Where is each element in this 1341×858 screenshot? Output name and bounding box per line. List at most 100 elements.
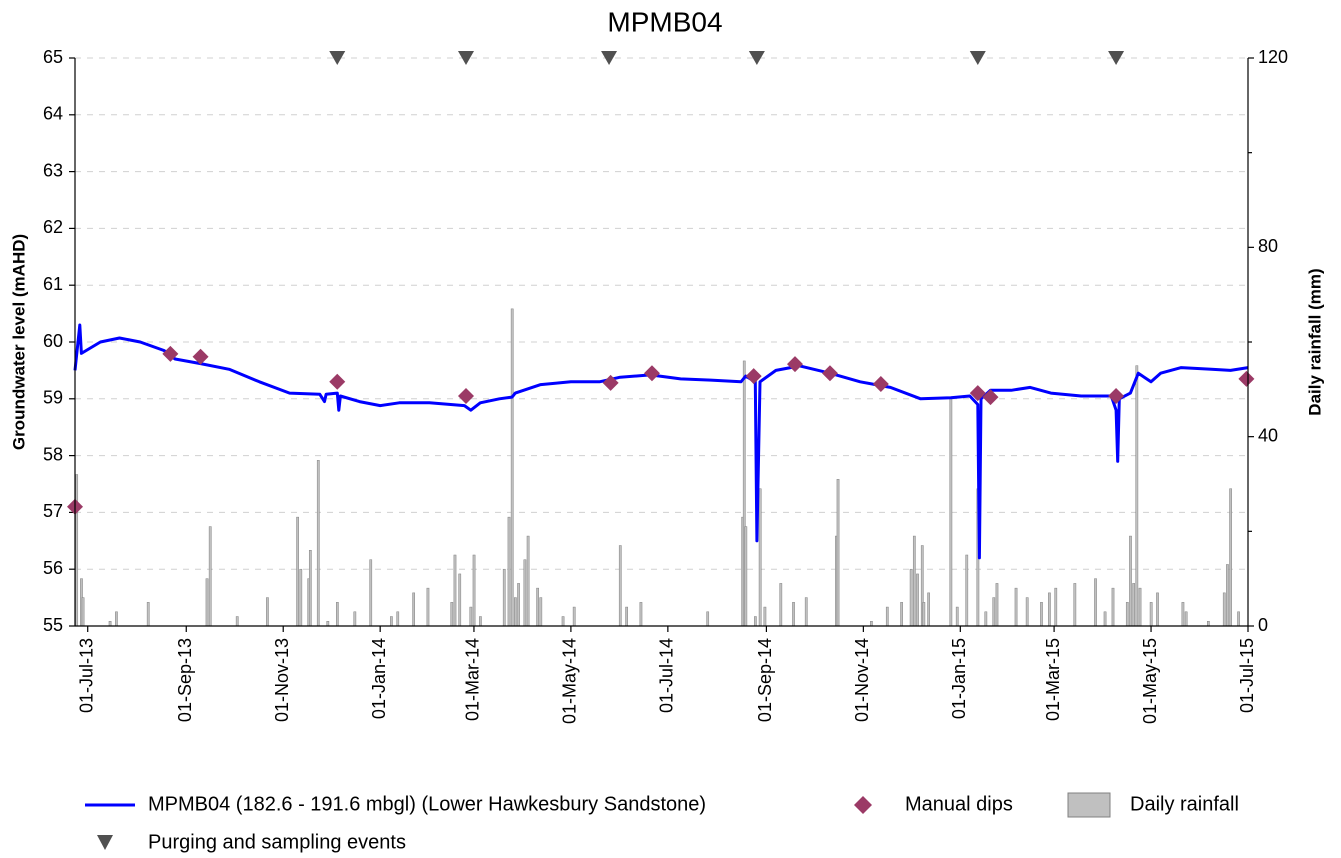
x-tick-label: 01-Jan-14	[369, 638, 389, 719]
x-tick-label: 01-Nov-13	[272, 638, 292, 722]
rain-bar	[396, 611, 400, 627]
rain-bar	[1156, 592, 1159, 627]
x-tick-label: 01-Jul-14	[657, 638, 677, 713]
rain-bar	[517, 583, 520, 627]
rain-bar	[479, 616, 482, 627]
rain-bar	[1229, 488, 1232, 627]
legend-label: Manual dips	[905, 793, 1013, 815]
rain-bar	[523, 559, 527, 627]
manual-dip	[1238, 370, 1255, 387]
rain-bar	[1132, 583, 1136, 627]
event-marker	[969, 51, 986, 65]
rain-bar	[450, 602, 454, 627]
x-tick-label: 01-May-14	[560, 638, 580, 724]
legend-triangle	[97, 835, 113, 850]
rain-bar	[1237, 611, 1240, 627]
rain-bar	[507, 516, 511, 627]
rain-bar	[299, 568, 303, 627]
manual-dip	[602, 374, 619, 391]
rain-bar	[426, 587, 430, 627]
rain-bar	[922, 602, 926, 627]
legend-label: MPMB04 (182.6 - 191.6 mbgl) (Lower Hawke…	[148, 793, 706, 815]
rain-bar	[909, 568, 913, 627]
rain-bar	[965, 554, 969, 627]
rain-bar	[1014, 587, 1018, 627]
y2-tick-label: 120	[1258, 47, 1288, 67]
rain-bar	[115, 611, 118, 627]
rain-bar	[326, 621, 330, 627]
rain-bar	[572, 606, 576, 627]
rain-bar	[536, 587, 539, 627]
manual-dip	[969, 385, 986, 402]
manual-dip	[821, 365, 838, 382]
rain-bar	[744, 526, 748, 627]
rain-bar	[75, 474, 79, 627]
x-tick-label: 01-Mar-15	[1043, 638, 1063, 721]
x-tick-label: 01-Jan-15	[949, 638, 969, 719]
event-marker	[1108, 51, 1125, 65]
x-tick-label: 01-Nov-14	[852, 638, 872, 722]
rain-bar	[1226, 564, 1229, 627]
rain-bar	[955, 606, 959, 627]
rain-bar	[1181, 602, 1185, 627]
manual-dip	[192, 348, 209, 365]
event-marker	[748, 51, 765, 65]
rain-bar	[412, 592, 415, 627]
rain-bar	[208, 526, 212, 627]
rain-bar	[390, 616, 393, 627]
rain-bar	[1103, 611, 1107, 627]
rain-bar	[758, 488, 762, 627]
rain-bar	[618, 545, 622, 627]
y2-axis-label: Daily rainfall (mm)	[1305, 268, 1324, 415]
manual-dip	[643, 365, 660, 382]
y-tick-label: 62	[43, 217, 63, 237]
rain-bar	[308, 550, 312, 627]
y2-tick-label: 80	[1258, 236, 1278, 256]
rain-bar	[1040, 602, 1043, 627]
rain-bar	[266, 597, 269, 627]
y-tick-label: 63	[43, 160, 63, 180]
y-tick-label: 57	[43, 501, 63, 521]
rain-bar	[625, 606, 628, 627]
x-tick-label: 01-Mar-14	[463, 638, 483, 721]
rain-bar	[502, 568, 506, 627]
rain-bar	[539, 597, 543, 627]
rain-bar	[885, 606, 889, 627]
y-axis-label: Groundwater level (mAHD)	[9, 234, 28, 450]
x-tick-label: 01-Jul-15	[1237, 638, 1257, 713]
x-tick-label: 01-May-15	[1140, 638, 1160, 724]
rain-bar	[526, 535, 530, 627]
rain-bar	[1138, 587, 1142, 627]
rain-bar	[235, 616, 239, 627]
rain-bar	[1129, 535, 1132, 627]
rain-bar	[146, 602, 150, 627]
rain-bar	[108, 621, 112, 627]
rain-bar	[1149, 602, 1153, 627]
manual-dip	[872, 376, 889, 393]
legend-label: Daily rainfall	[1130, 793, 1239, 815]
rain-bar	[984, 611, 988, 627]
rain-bar	[1048, 592, 1051, 627]
rain-bar	[514, 597, 517, 627]
chart-title: MPMB04	[607, 6, 722, 37]
rain-bar	[754, 616, 757, 627]
rain-bar	[1054, 587, 1058, 627]
rain-bar	[949, 398, 953, 627]
legend-diamond	[854, 796, 872, 814]
rain-bar	[804, 597, 808, 627]
rain-bar	[1135, 365, 1139, 627]
rain-bar	[995, 583, 999, 627]
rain-bar	[81, 597, 85, 627]
y-tick-label: 58	[43, 444, 63, 464]
rain-bar	[870, 621, 873, 627]
rain-bar	[1125, 602, 1129, 627]
manual-dip	[329, 373, 346, 390]
rain-bar	[561, 616, 565, 627]
rain-bar	[205, 578, 209, 627]
rain-bar	[472, 554, 476, 627]
x-tick-label: 01-Sep-13	[175, 638, 195, 722]
y-tick-label: 64	[43, 104, 63, 124]
event-marker	[601, 51, 618, 65]
rain-bar	[639, 602, 643, 627]
